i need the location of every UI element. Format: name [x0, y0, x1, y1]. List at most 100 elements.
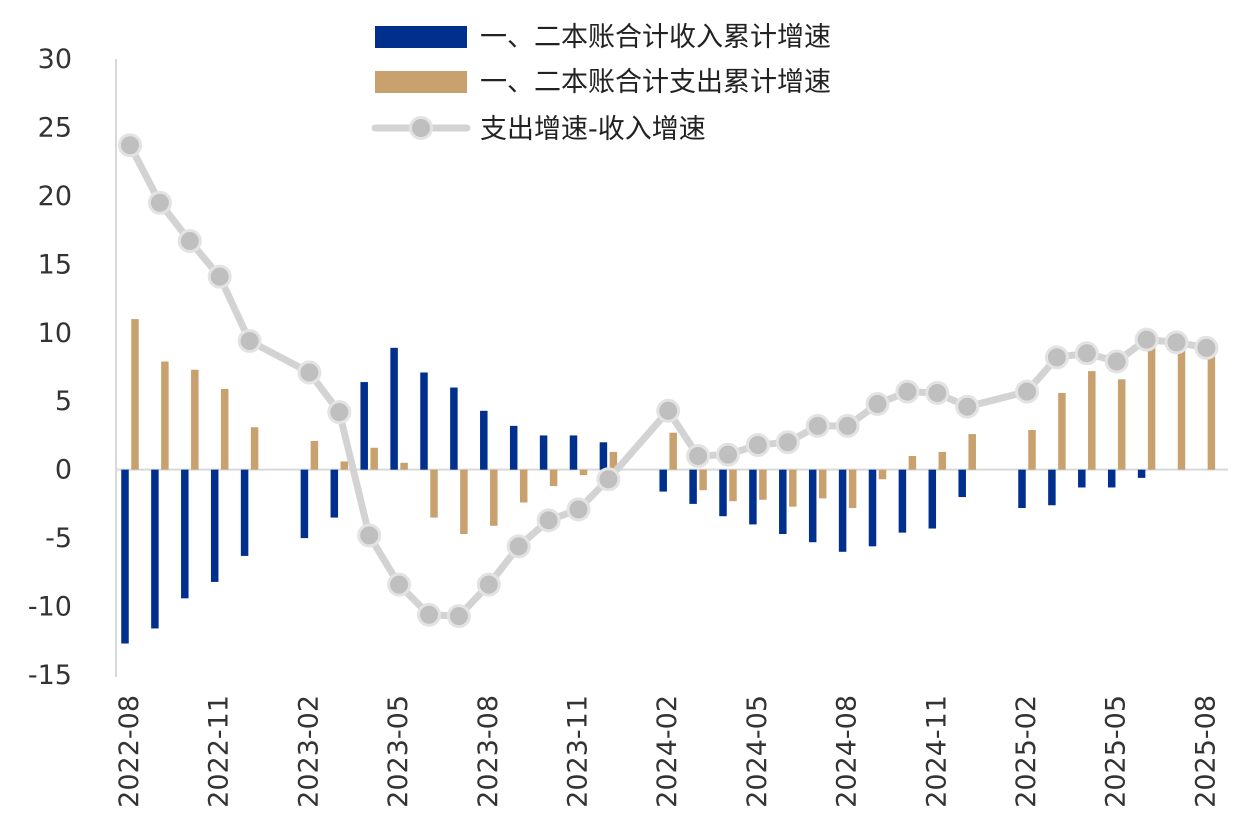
difference-line-path [126, 141, 1210, 620]
x-tick-label: 2023-05 [383, 695, 414, 808]
difference-point [895, 379, 920, 404]
y-tick-label: 0 [55, 455, 72, 486]
difference-point [1194, 335, 1219, 360]
legend-income-label: 一、二本账合计收入累计增速 [480, 22, 831, 53]
x-tick-label: 2025-02 [1011, 695, 1042, 808]
expense-bar [549, 469, 558, 487]
expense-bar [818, 469, 827, 499]
expense-bar [908, 455, 917, 470]
difference-point [805, 413, 830, 438]
x-tick-label: 2025-08 [1190, 695, 1221, 808]
expense-bar [938, 451, 947, 470]
income-bar [420, 372, 428, 470]
income-bar [121, 469, 129, 644]
income-bar [480, 410, 488, 470]
x-tick-label: 2024-08 [832, 695, 863, 808]
income-bar [1107, 469, 1116, 488]
difference-point [745, 433, 770, 458]
difference-point [207, 264, 232, 289]
difference-point [1044, 345, 1069, 370]
income-bar [390, 347, 398, 470]
income-bar [808, 469, 817, 543]
difference-point [1074, 341, 1099, 366]
x-tick-label: 2022-08 [114, 695, 145, 808]
difference-point [476, 572, 501, 597]
expense-bar [370, 447, 378, 470]
y-tick-label: -5 [45, 523, 72, 554]
legend-difference-marker [409, 116, 433, 140]
expense-bar [878, 469, 887, 480]
income-bar [1048, 469, 1056, 506]
expense-bar [490, 469, 498, 526]
income-bar [450, 387, 458, 470]
difference-point [177, 229, 202, 254]
expense-bar [1207, 356, 1216, 470]
income-bars [121, 347, 1146, 644]
difference-point [417, 602, 441, 627]
difference-line [118, 133, 1219, 629]
expense-bars [131, 319, 1216, 535]
x-tick-label: 2022-11 [204, 695, 235, 808]
income-bar [689, 469, 697, 504]
income-bar [659, 469, 667, 492]
x-tick-label: 2024-11 [921, 695, 952, 808]
income-bar [1137, 469, 1146, 478]
income-bar [749, 469, 757, 525]
difference-point [1104, 349, 1129, 374]
income-bar [898, 469, 907, 533]
expense-bar [519, 469, 528, 503]
expense-bar [789, 469, 797, 507]
difference-point [656, 398, 681, 423]
x-tick-label: 2023-02 [293, 695, 324, 808]
difference-point [596, 467, 621, 492]
expense-bar [1147, 347, 1156, 470]
y-tick-label: 20 [38, 181, 72, 212]
legend-expense-label: 一、二本账合计支出累计增速 [480, 67, 831, 98]
y-tick-label: 25 [38, 112, 72, 143]
expense-bar [759, 469, 767, 500]
y-tick-label: 15 [38, 249, 72, 280]
income-bar [509, 425, 518, 470]
income-bar [599, 442, 608, 470]
difference-point [147, 190, 172, 215]
difference-point [237, 328, 262, 353]
expense-bar [1088, 371, 1096, 470]
expense-bar [1177, 350, 1186, 470]
expense-bar [460, 469, 468, 535]
expense-bar [250, 427, 259, 470]
expense-bar [699, 469, 707, 491]
expense-bar [669, 432, 677, 470]
expense-bar [430, 469, 438, 518]
y-tick-label: 10 [38, 318, 72, 349]
chart-axes: 30 25 20 15 10 5 0 -5 -10 -15 2022-08 2022-11 2023-0… [28, 44, 1228, 808]
difference-point [1164, 330, 1189, 355]
income-bar [330, 469, 339, 518]
expense-bar [1058, 393, 1066, 470]
difference-point [566, 497, 591, 522]
expense-bar [609, 451, 618, 470]
difference-point [446, 604, 471, 629]
x-tick-label: 2024-02 [652, 695, 683, 808]
income-bar [779, 469, 787, 535]
difference-point [865, 391, 890, 416]
x-tick-label: 2024-05 [742, 695, 773, 808]
difference-point [835, 413, 860, 438]
expense-bar [729, 469, 737, 502]
difference-point [118, 133, 142, 158]
difference-point [686, 443, 711, 468]
difference-point [536, 508, 561, 533]
difference-point [1015, 379, 1039, 404]
legend-income-swatch [375, 26, 467, 48]
income-bar [569, 435, 578, 470]
income-bar [958, 469, 966, 498]
expense-bar [579, 469, 588, 476]
y-tick-label: 30 [38, 44, 72, 75]
expense-bar [1117, 379, 1126, 470]
income-bar [151, 469, 159, 629]
income-bar [240, 469, 249, 556]
income-bar [868, 469, 877, 547]
income-bar [928, 469, 937, 529]
y-tick-label: 5 [55, 386, 72, 417]
